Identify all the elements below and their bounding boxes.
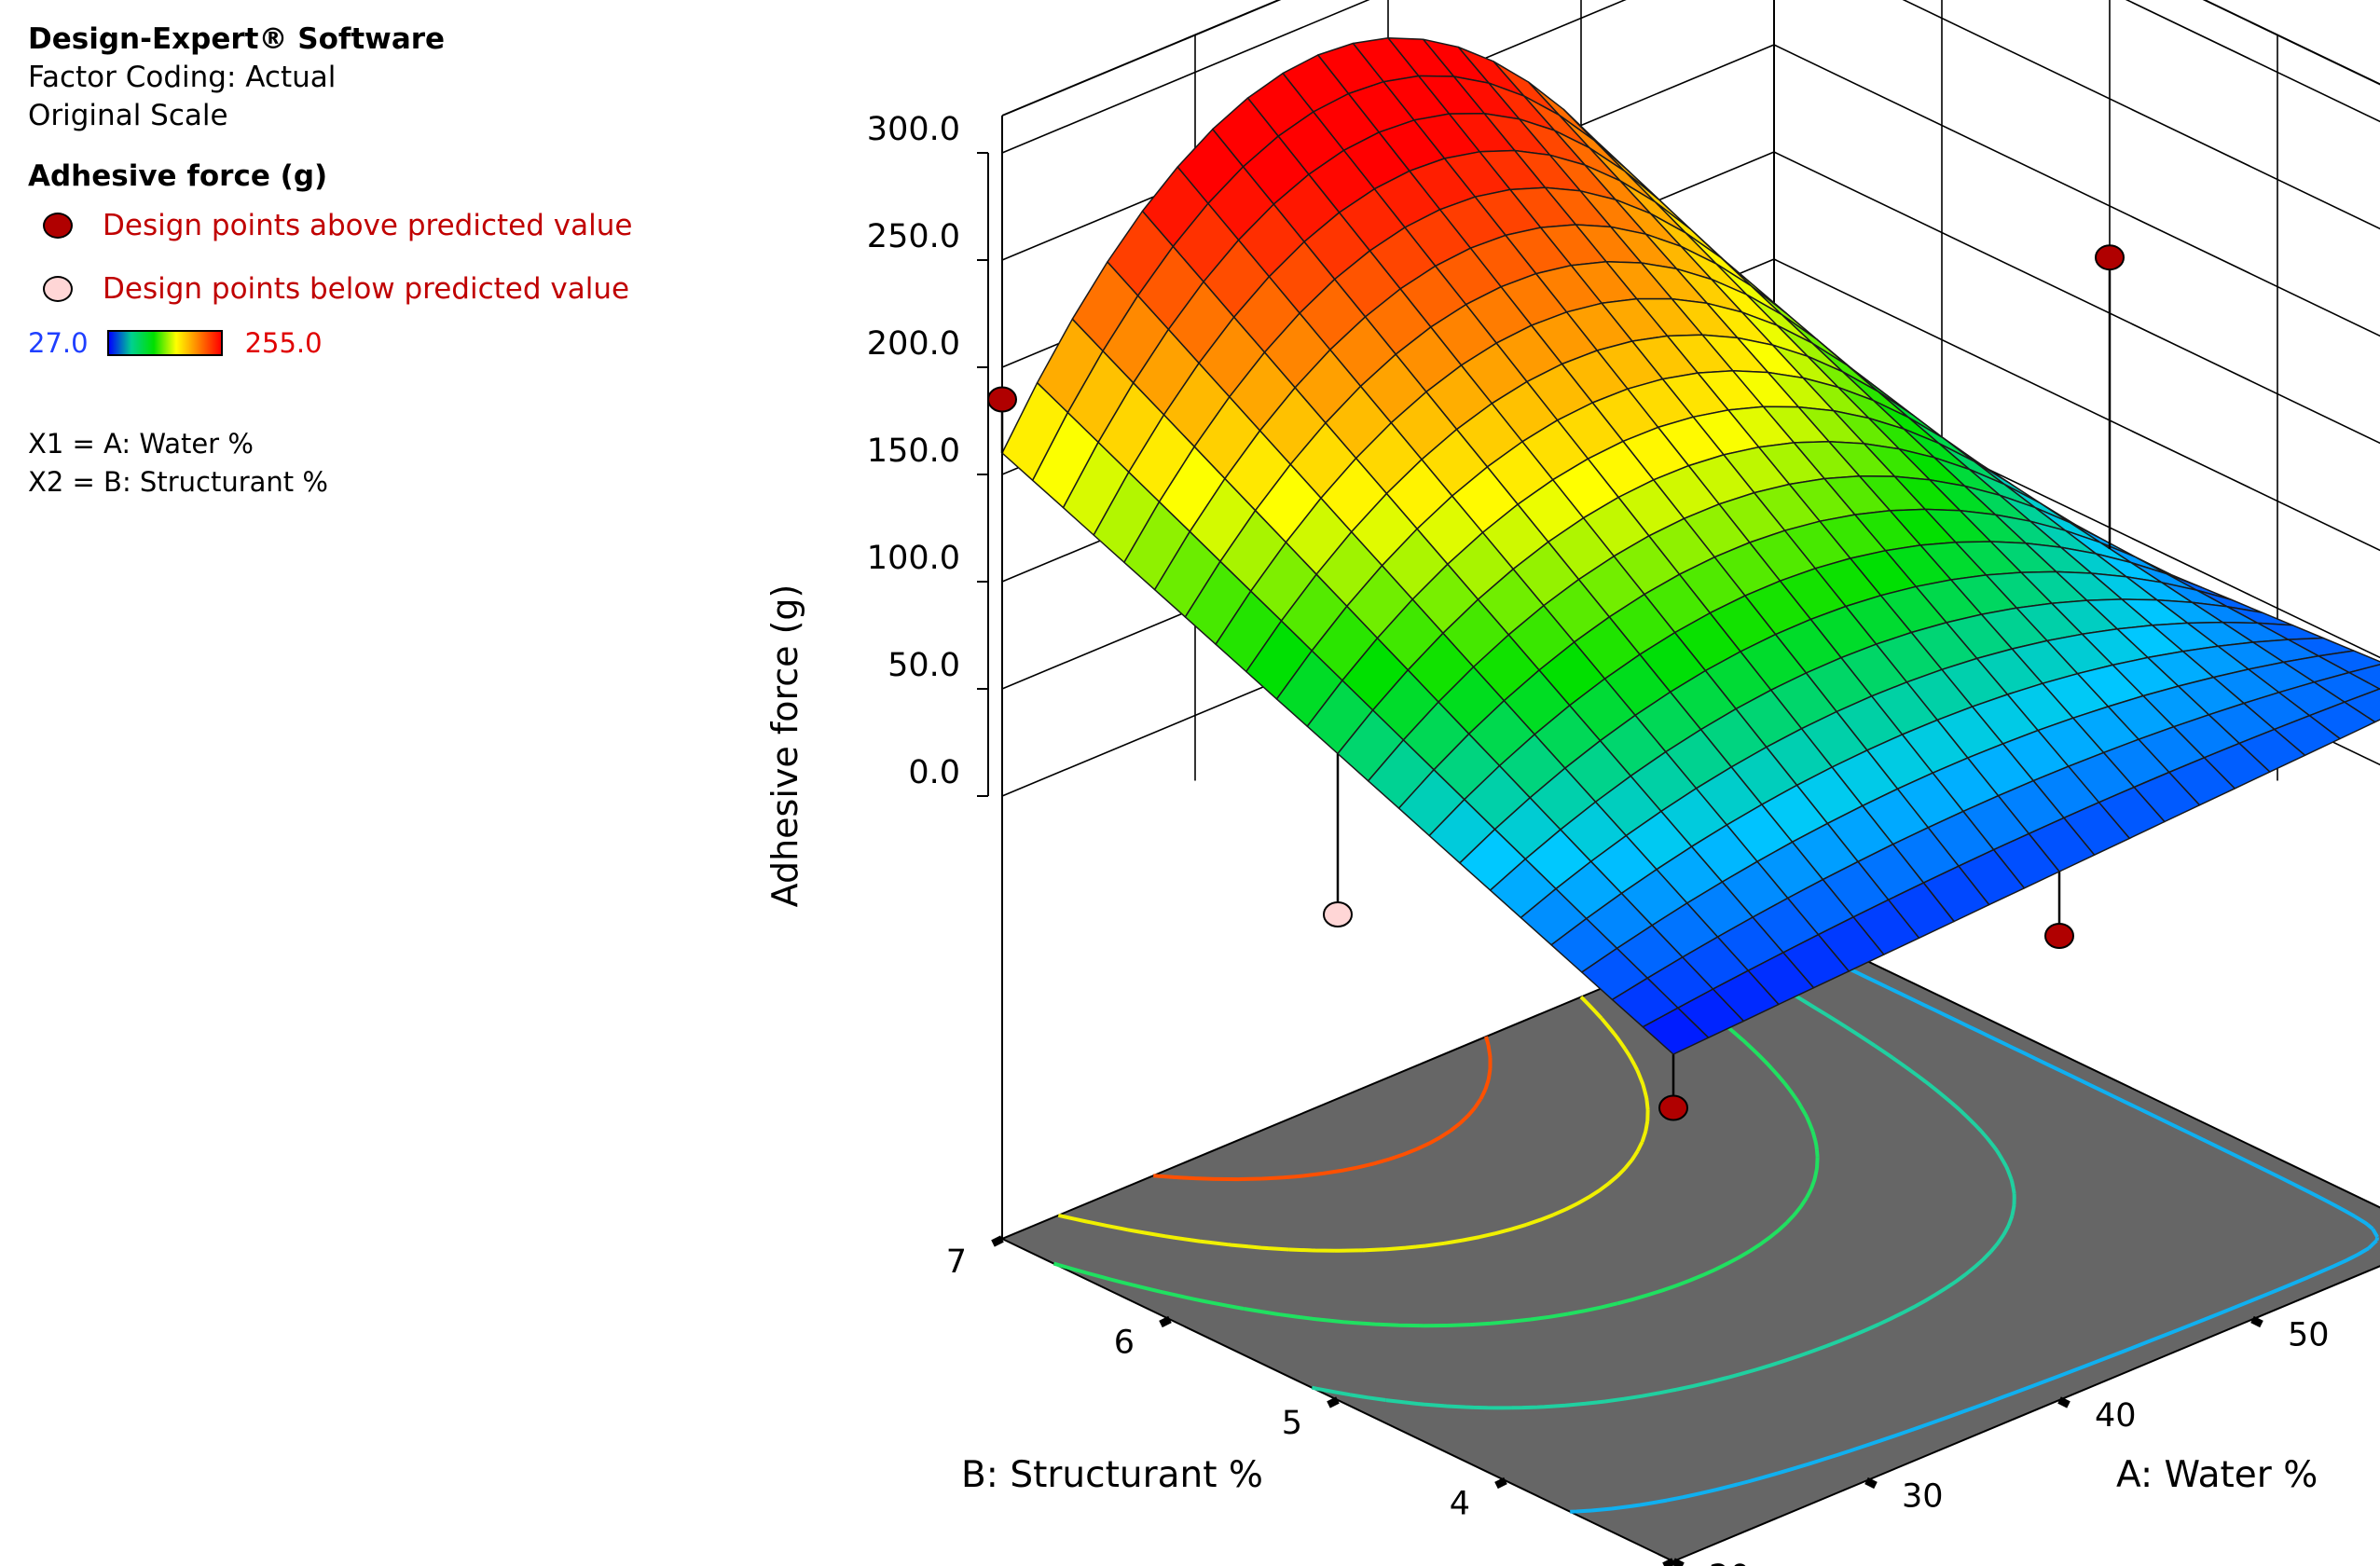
z-tick-label: 300.0 [867, 111, 960, 148]
contour-250 [1153, 1036, 1493, 1182]
legend-below: Design points below predicted value [28, 267, 632, 311]
x-axis-label: A: Water % [2116, 1454, 2318, 1496]
y-axis-label: B: Structurant % [961, 1454, 1263, 1496]
z-axis-label: Adhesive force (g) [764, 584, 805, 908]
scale-max-label: 255.0 [244, 327, 323, 359]
axes: 0.0 50.0 100.0 150.0 200.0 250.0 300.0 Adhesive… [764, 111, 2330, 1566]
factor-coding: Factor Coding: Actual [28, 61, 337, 94]
legend-below-label: Design points below predicted value [103, 272, 630, 306]
variable-x2: X2 = B: Structurant % [28, 466, 328, 498]
contour-100 [1311, 942, 2016, 1410]
x-tick-mark [1864, 1477, 1878, 1490]
y-tick-mark [1494, 1477, 1507, 1490]
color-scale: 27.0 255.0 [28, 323, 632, 364]
contour-200 [1057, 996, 1650, 1253]
z-tick-label: 0.0 [908, 754, 960, 791]
z-tick-label: 50.0 [887, 647, 960, 684]
design-points-front [987, 244, 2125, 413]
x-tick-mark [2057, 1396, 2070, 1408]
above-dot-icon [43, 213, 73, 239]
x-tick-label: 20 [1709, 1559, 1751, 1566]
contour-150 [1052, 967, 1820, 1328]
variable-x1: X1 = A: Water % [28, 428, 254, 460]
y-tick-label: 6 [1114, 1325, 1135, 1362]
response-surface [1001, 37, 2380, 1055]
surface-cell [1642, 1007, 1710, 1055]
y-tick-mark [991, 1235, 1004, 1247]
z-tick-label: 100.0 [867, 540, 960, 577]
x-tick-mark [2250, 1315, 2263, 1328]
color-scale-bar [106, 330, 223, 356]
legend-above-label: Design points above predicted value [103, 209, 633, 242]
design-points-back [1323, 901, 2074, 1121]
y-tick-label: 5 [1282, 1405, 1302, 1442]
z-tick-label: 150.0 [867, 433, 960, 470]
y-tick-mark [1159, 1315, 1172, 1328]
z-tick-label: 200.0 [867, 325, 960, 363]
info-panel: Design-Expert® Software Factor Coding: A… [28, 21, 632, 501]
grid-line [1001, 0, 2380, 154]
design-point-1 [987, 386, 1017, 413]
z-tick-label: 250.0 [867, 218, 960, 255]
legend-above: Design points above predicted value [28, 203, 632, 248]
design-point-4 [2044, 923, 2074, 949]
response-title: Adhesive force (g) [28, 159, 328, 193]
y-tick-mark [1327, 1396, 1340, 1408]
design-point-3 [1658, 1094, 1688, 1121]
x-tick-label: 40 [2095, 1397, 2137, 1435]
x-tick-label: 50 [2288, 1317, 2330, 1354]
y-tick-mark [1662, 1558, 1675, 1566]
below-dot-icon [43, 276, 73, 302]
design-point-2 [2095, 244, 2125, 271]
scale-min-label: 27.0 [28, 327, 89, 359]
y-tick-label: 4 [1450, 1486, 1470, 1523]
x-tick-label: 30 [1902, 1478, 1944, 1516]
y-tick-label: 7 [946, 1243, 967, 1281]
contour-50 [1570, 922, 2380, 1514]
design-point-6 [1323, 901, 1353, 927]
scale-label: Original Scale [28, 99, 228, 132]
software-title: Design-Expert® Software [28, 22, 446, 56]
x-tick-mark [1672, 1558, 1685, 1566]
contour-lines [1052, 922, 2380, 1514]
wall-top-edge [1001, 0, 2380, 117]
